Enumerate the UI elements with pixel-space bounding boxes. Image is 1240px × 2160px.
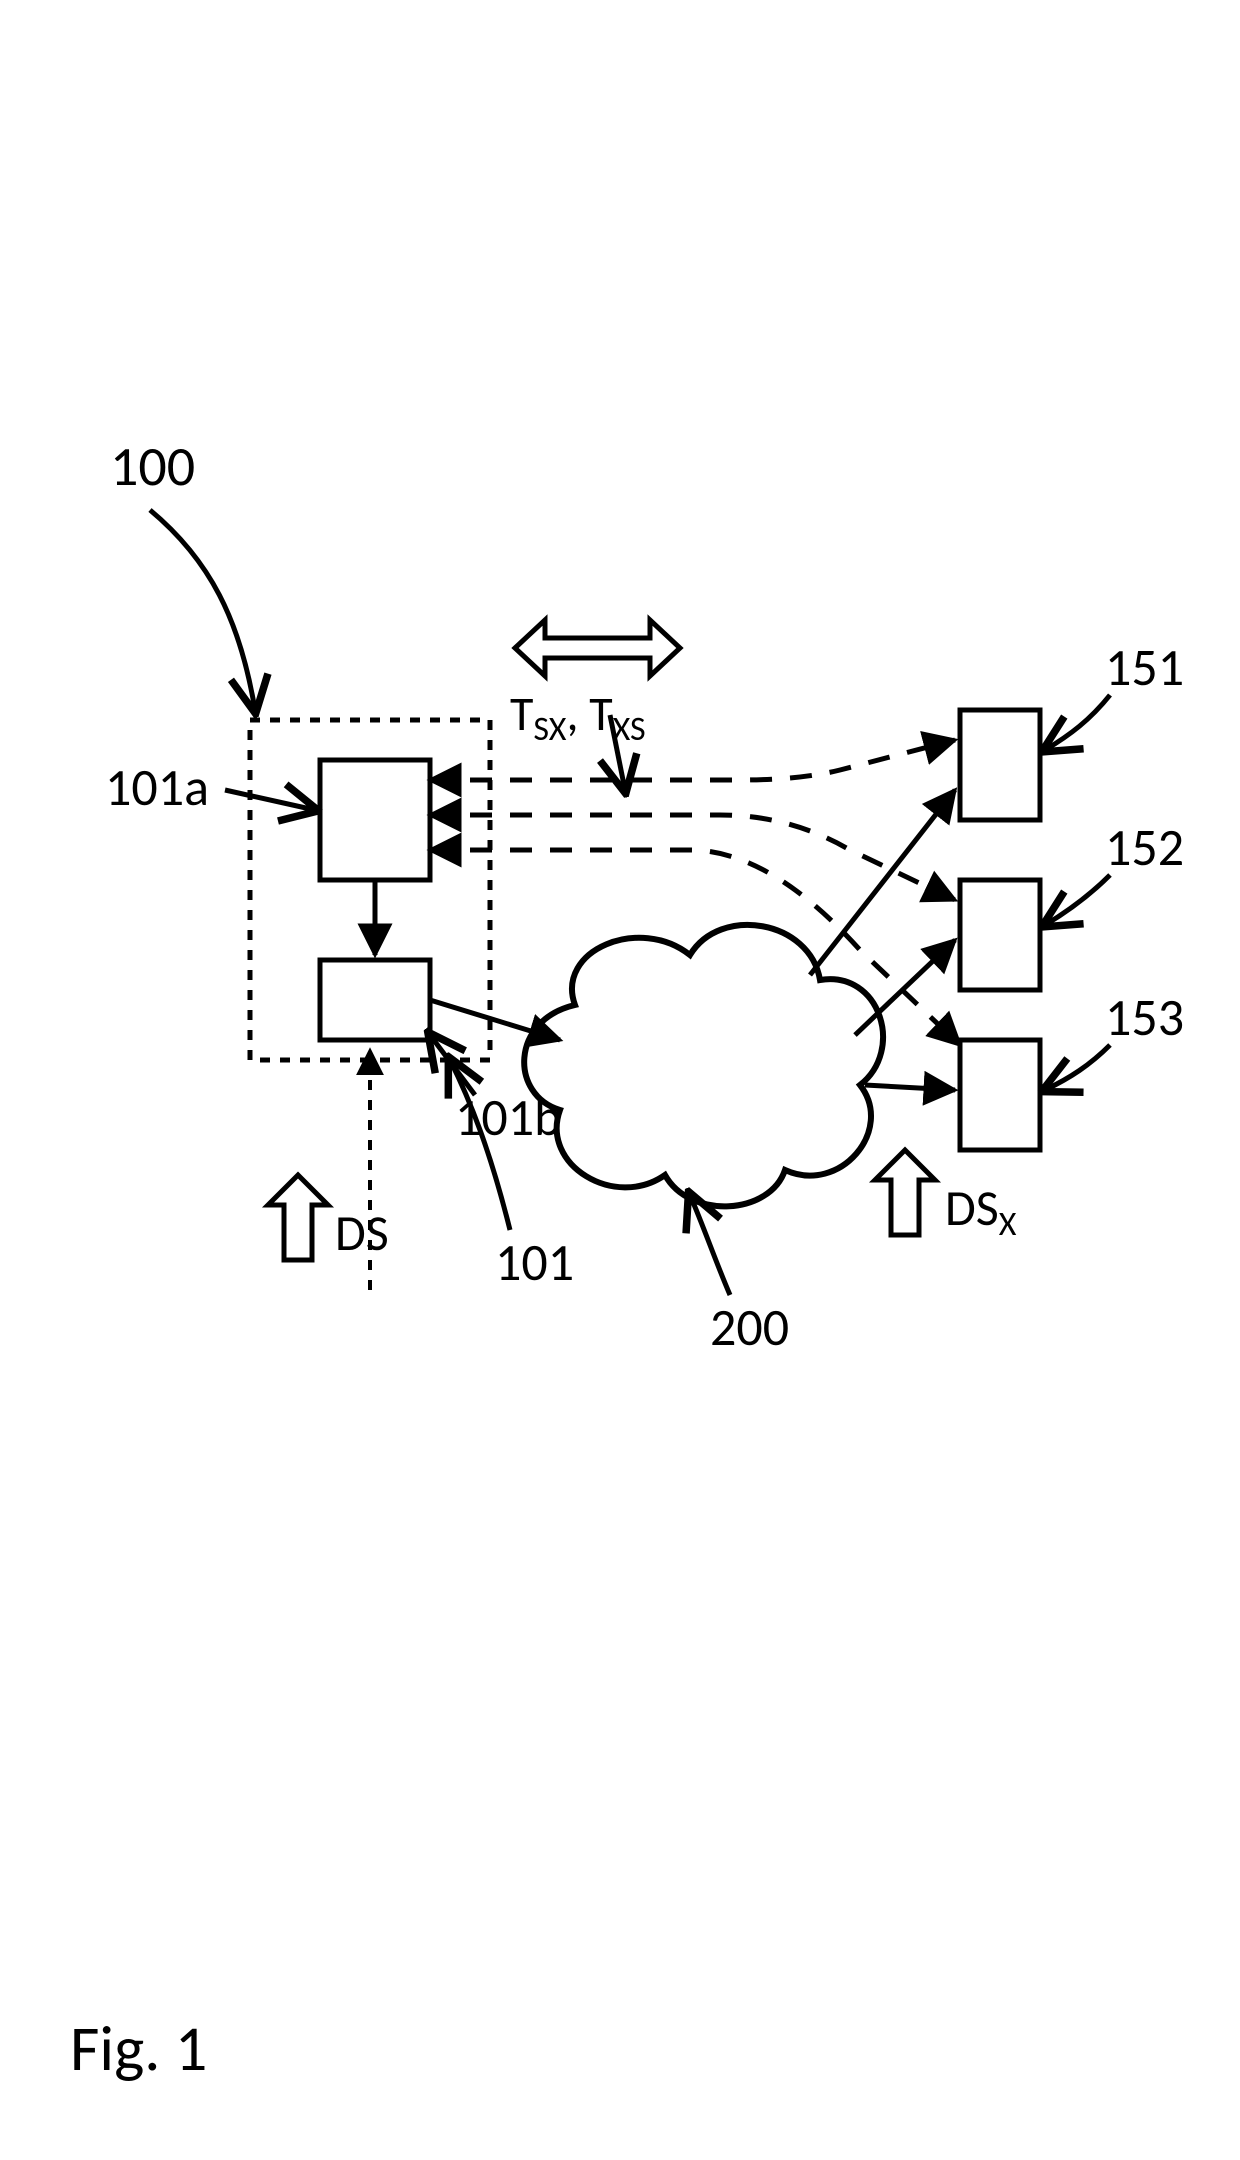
block-101b bbox=[320, 960, 430, 1040]
label-153: 153 bbox=[1105, 985, 1184, 1049]
label-t: TSX, TXS bbox=[510, 684, 646, 750]
leader-151 bbox=[1045, 695, 1110, 750]
t-sub1: SX bbox=[533, 709, 566, 750]
endpoint-152 bbox=[960, 880, 1040, 990]
leader-200 bbox=[690, 1195, 730, 1295]
figure-svg: 100 101 101a 101b 200 151 152 153 TSX, T… bbox=[0, 0, 1240, 2160]
dsx-sub: X bbox=[999, 1204, 1017, 1245]
label-151: 151 bbox=[1105, 635, 1184, 699]
label-101: 101 bbox=[495, 1230, 574, 1294]
label-152: 152 bbox=[1105, 815, 1184, 879]
leader-153 bbox=[1045, 1045, 1110, 1090]
ds-hollow-arrow bbox=[268, 1175, 328, 1260]
leader-152 bbox=[1045, 875, 1110, 925]
endpoint-151 bbox=[960, 710, 1040, 820]
dash-a-to-151 bbox=[430, 740, 955, 780]
t-sep: , T bbox=[566, 684, 612, 743]
block-101a bbox=[320, 760, 430, 880]
leader-100 bbox=[150, 510, 255, 710]
dsx-hollow-arrow bbox=[875, 1150, 935, 1235]
figure-caption: Fig. 1 bbox=[70, 2010, 207, 2088]
cloud-to-153 bbox=[865, 1085, 955, 1090]
label-dsx: DSX bbox=[945, 1178, 1017, 1245]
label-101a: 101a bbox=[105, 755, 209, 819]
label-100: 100 bbox=[110, 433, 195, 501]
cloud-to-152 bbox=[855, 940, 955, 1035]
t-part1: T bbox=[510, 684, 533, 743]
t-sub2: XS bbox=[613, 709, 646, 750]
dsx-main: DS bbox=[945, 1178, 999, 1239]
endpoint-153 bbox=[960, 1040, 1040, 1150]
cloud-to-151 bbox=[810, 790, 955, 975]
label-200: 200 bbox=[710, 1295, 789, 1359]
leader-101a bbox=[225, 790, 315, 810]
cloud-200 bbox=[524, 925, 883, 1206]
double-arrow-t bbox=[515, 620, 680, 676]
label-ds: DS bbox=[335, 1203, 389, 1264]
